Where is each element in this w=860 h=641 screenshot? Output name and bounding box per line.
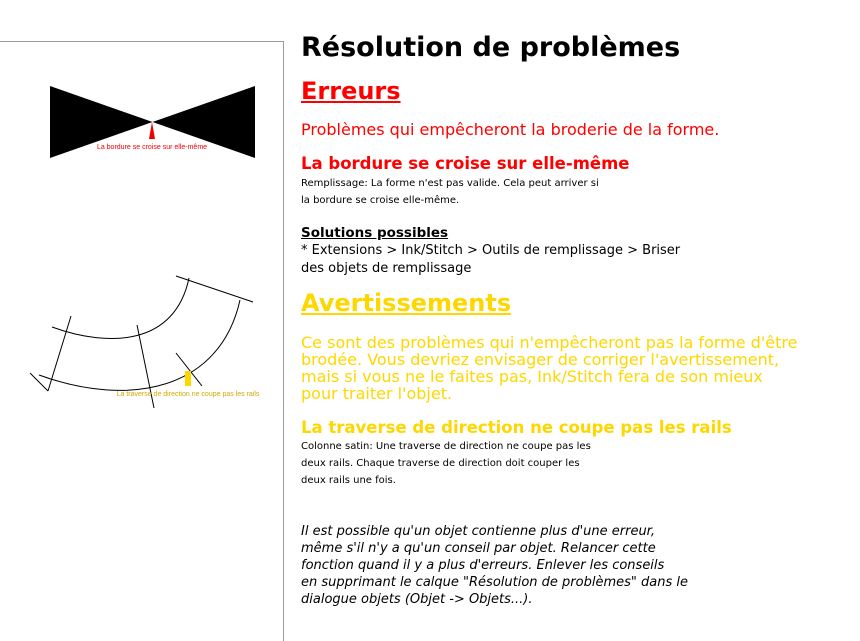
error-item-desc-1: Remplissage: La forme n'est pas valide. … xyxy=(301,178,599,189)
warning-item-desc-1: Colonne satin: Une traverse de direction… xyxy=(301,441,591,452)
page-title: Résolution de problèmes xyxy=(301,32,681,63)
note-line-4: en supprimant le calque "Résolution de p… xyxy=(301,575,688,590)
warning-item-desc-3: deux rails une fois. xyxy=(301,475,396,486)
illustrations: La bordure se croise sur elle-même La tr… xyxy=(29,86,260,409)
rung-2[interactable] xyxy=(136,324,155,409)
warning-marker-label: La traverse de direction ne coupe pas le… xyxy=(117,391,260,398)
bowtie-shape[interactable] xyxy=(50,86,255,158)
note-line-2: même s'il n'y a qu'un conseil par objet.… xyxy=(301,541,656,556)
rung-3[interactable] xyxy=(175,275,254,303)
satin-rail-outer[interactable] xyxy=(38,299,241,391)
rung-left-ext[interactable] xyxy=(29,372,49,392)
error-marker-label: La bordure se croise sur elle-même xyxy=(97,144,207,151)
rung-1[interactable] xyxy=(47,315,72,392)
solutions-heading: Solutions possibles xyxy=(301,225,449,241)
warning-item-heading: La traverse de direction ne coupe pas le… xyxy=(301,418,732,437)
errors-heading: Erreurs xyxy=(301,77,401,105)
error-marker-icon xyxy=(149,122,155,139)
errors-intro: Problèmes qui empêcheront la broderie de… xyxy=(301,120,720,139)
solution-line-2: des objets de remplissage xyxy=(301,261,472,276)
satin-rail-inner[interactable] xyxy=(51,277,190,339)
warning-item-desc-2: deux rails. Chaque traverse de direction… xyxy=(301,458,580,469)
warning-marker-icon xyxy=(185,371,191,386)
note-line-1: Il est possible qu'un objet contienne pl… xyxy=(301,524,655,539)
error-item-desc-2: la bordure se croise elle-même. xyxy=(301,195,460,206)
warnings-intro-1: Ce sont des problèmes qui n'empêcheront … xyxy=(301,333,798,352)
page-frame xyxy=(0,41,284,641)
error-item-heading: La bordure se croise sur elle-même xyxy=(301,154,630,173)
rung-bad[interactable] xyxy=(175,352,203,387)
note-line-3: fonction quand il y a plus d'erreurs. En… xyxy=(301,558,665,573)
warnings-intro-4: pour traiter l'objet. xyxy=(301,384,453,403)
warnings-intro-3: mais si vous ne le faites pas, Ink/Stitc… xyxy=(301,367,763,386)
solution-line-1: * Extensions > Ink/Stitch > Outils de re… xyxy=(301,243,681,258)
warnings-intro-2: brodée. Vous devriez envisager de corrig… xyxy=(301,350,780,369)
note-line-5: dialogue objets (Objet -> Objets...). xyxy=(301,592,533,607)
warnings-heading: Avertissements xyxy=(301,289,512,317)
